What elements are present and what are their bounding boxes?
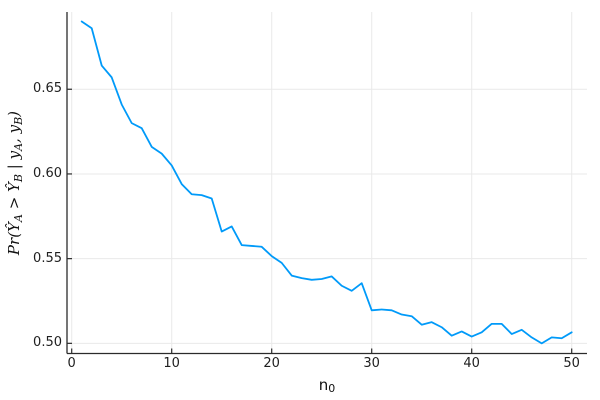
- y-axis-label: Pr(ŶA > ŶB | yA, yB): [5, 13, 35, 353]
- x-axis-label-subscript: 0: [328, 382, 336, 395]
- y-axis-label-text: y: [5, 124, 23, 134]
- y-axis-label-subscript: A: [12, 142, 25, 151]
- x-tick-label: 30: [363, 356, 380, 371]
- x-axis-label-text: n: [318, 376, 329, 394]
- x-tick-label: 40: [463, 356, 480, 371]
- y-tick-label: 0.65: [33, 81, 62, 97]
- y-axis-label-subscript: B: [12, 116, 25, 125]
- x-tick-label: 0: [67, 356, 76, 371]
- x-axis-label: n0: [305, 376, 349, 395]
- data-series-line: [80, 20, 573, 345]
- x-tick-label: 20: [263, 356, 280, 371]
- y-axis-label-subscript: B: [12, 173, 25, 183]
- y-tick-label: 0.60: [33, 165, 62, 181]
- y-axis-label-text: ,: [5, 133, 23, 143]
- x-tick-label: 50: [563, 356, 580, 371]
- y-axis-label-subscript: A: [12, 214, 25, 223]
- y-axis-label-text: Ŷ: [5, 182, 23, 192]
- y-axis-label-text: |: [5, 159, 23, 174]
- x-tick-label: 10: [163, 356, 180, 371]
- y-tick-label: 0.50: [33, 335, 62, 351]
- y-axis-label-text: y: [5, 150, 23, 160]
- y-axis-label-text: Pr(: [5, 231, 23, 256]
- y-tick-label: 0.55: [33, 250, 62, 266]
- y-axis-label-text: Ŷ: [5, 222, 23, 232]
- y-axis-label-text: ): [5, 110, 23, 117]
- y-axis-label-text: >: [5, 191, 23, 215]
